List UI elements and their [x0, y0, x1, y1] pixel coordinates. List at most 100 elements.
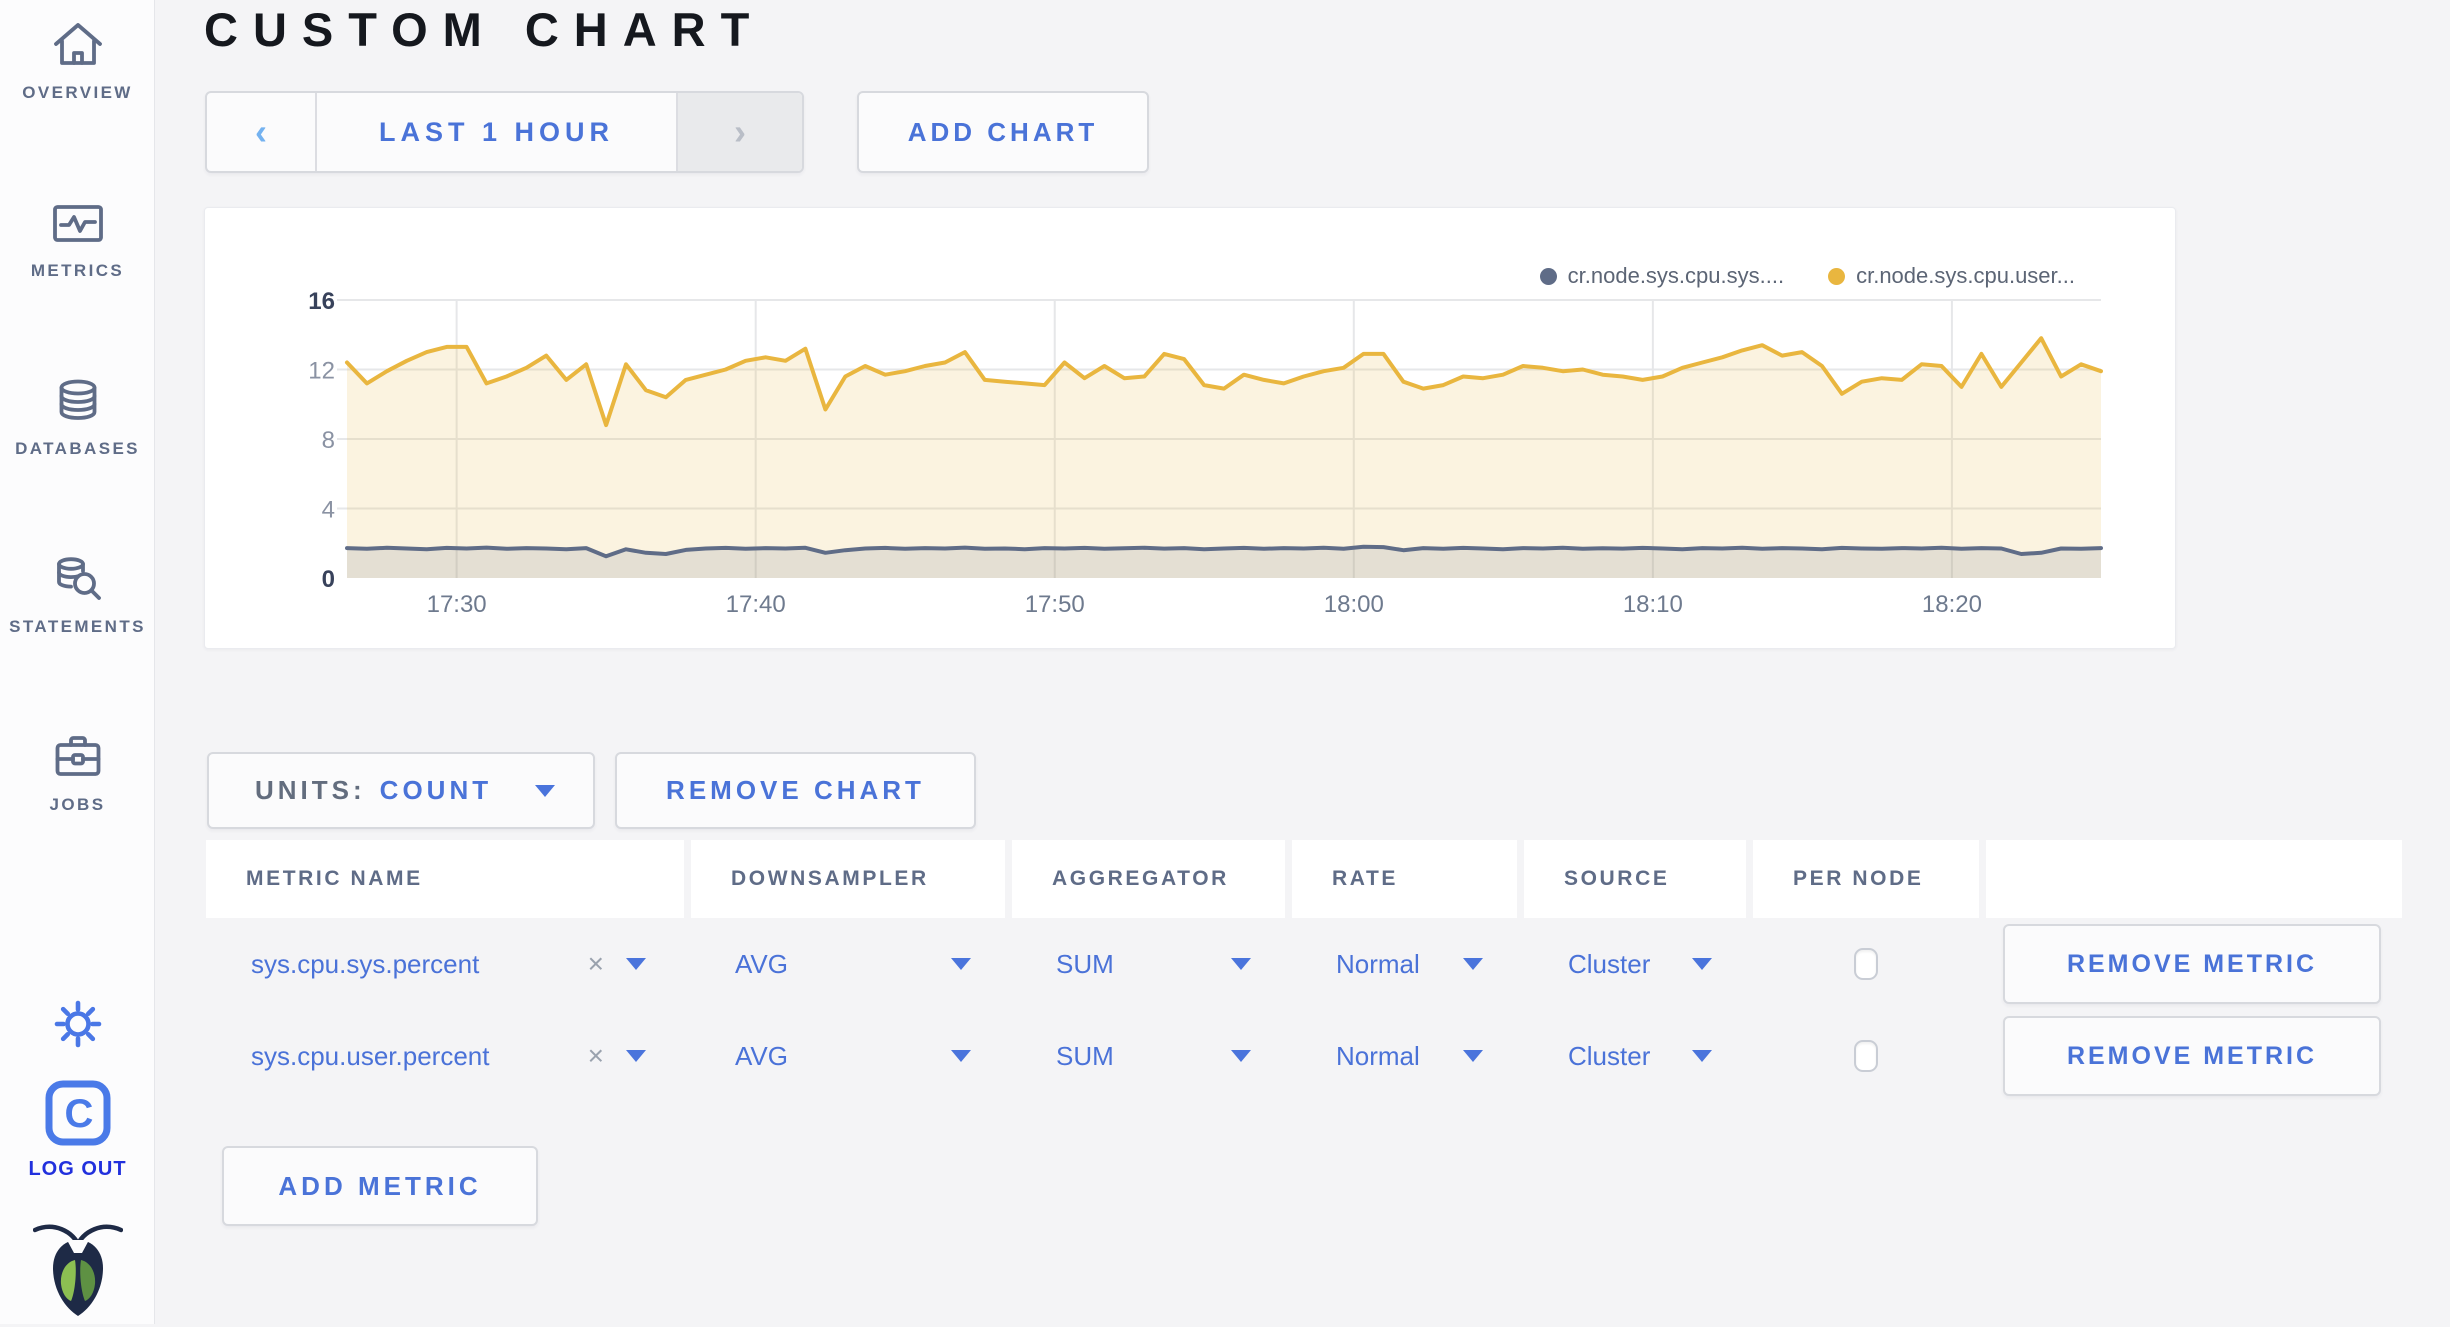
remove-metric-button[interactable]: REMOVE METRIC	[2003, 924, 2381, 1004]
table-header-source: SOURCE	[1524, 840, 1746, 918]
legend-item[interactable]: cr.node.sys.cpu.user...	[1828, 263, 2075, 289]
sidebar: OVERVIEW METRICS DATABASES STATEMENTS JOBS C…	[0, 0, 155, 1324]
downsampler-caret-icon	[951, 1050, 971, 1062]
page-title: CUSTOM CHART	[204, 3, 765, 56]
time-range-prev-button[interactable]: ‹	[207, 93, 317, 171]
aggregator-caret-icon	[1231, 1050, 1251, 1062]
time-range-selector: ‹ LAST 1 HOUR ›	[205, 91, 804, 173]
aggregator-value: SUM	[1056, 948, 1114, 979]
table-header-rate: RATE	[1292, 840, 1517, 918]
rate-caret-icon	[1463, 1050, 1483, 1062]
legend-item[interactable]: cr.node.sys.cpu.sys....	[1539, 263, 1784, 289]
time-range-label[interactable]: LAST 1 HOUR	[378, 116, 614, 147]
clear-metric-button[interactable]: ×	[587, 948, 604, 979]
downsampler-value: AVG	[735, 948, 788, 979]
svg-text:16: 16	[308, 288, 335, 315]
table-header-actions	[1986, 840, 2402, 918]
sidebar-item-label: JOBS	[49, 795, 106, 814]
sidebar-item-label: METRICS	[30, 261, 125, 280]
cockroach-bug-logo	[0, 1220, 155, 1327]
downsampler-dropdown[interactable]: AVG	[691, 1010, 1005, 1102]
chart-legend: cr.node.sys.cpu.sys.... cr.node.sys.cpu.u…	[1539, 263, 2075, 289]
per-node-cell	[1753, 1010, 1979, 1102]
metric-name-cell: sys.cpu.sys.percent ×	[206, 918, 684, 1010]
svg-text:8: 8	[322, 427, 335, 454]
jobs-icon	[55, 736, 100, 776]
svg-text:12: 12	[308, 358, 335, 385]
svg-text:0: 0	[322, 566, 335, 593]
sidebar-item-databases[interactable]: DATABASES	[0, 372, 155, 459]
logout-label: LOG OUT	[28, 1158, 127, 1180]
source-caret-icon	[1692, 958, 1712, 970]
sidebar-item-statements[interactable]: STATEMENTS	[0, 550, 155, 637]
source-dropdown[interactable]: Cluster	[1524, 918, 1746, 1010]
sidebar-item-label: STATEMENTS	[9, 617, 146, 636]
rate-dropdown[interactable]: Normal	[1292, 918, 1517, 1010]
settings-gear-button[interactable]	[0, 1000, 155, 1053]
units-dropdown[interactable]: UNITS: COUNT	[207, 752, 595, 829]
units-caret-icon	[535, 784, 555, 797]
metrics-table: METRIC NAME DOWNSAMPLER AGGREGATOR RATE SOUR…	[206, 840, 2402, 1102]
svg-text:17:50: 17:50	[1025, 591, 1085, 618]
gear-icon	[54, 1000, 101, 1048]
table-header-downsampler: DOWNSAMPLER	[691, 840, 1005, 918]
clear-metric-button[interactable]: ×	[587, 1040, 604, 1071]
metrics-icon	[52, 205, 103, 242]
cockroach-bug-icon	[32, 1224, 123, 1316]
metric-name-caret-icon[interactable]	[626, 1050, 646, 1062]
aggregator-value: SUM	[1056, 1040, 1114, 1071]
source-dropdown[interactable]: Cluster	[1524, 1010, 1746, 1102]
downsampler-dropdown[interactable]: AVG	[691, 918, 1005, 1010]
legend-dot-icon	[1828, 267, 1846, 285]
aggregator-dropdown[interactable]: SUM	[1012, 1010, 1285, 1102]
metric-name-select[interactable]: sys.cpu.user.percent	[251, 1040, 490, 1071]
svg-text:18:00: 18:00	[1324, 591, 1384, 618]
aggregator-dropdown[interactable]: SUM	[1012, 918, 1285, 1010]
sidebar-item-metrics[interactable]: METRICS	[0, 194, 155, 281]
sidebar-item-label: OVERVIEW	[22, 83, 133, 102]
sidebar-item-jobs[interactable]: JOBS	[0, 728, 155, 815]
statements-icon	[56, 557, 101, 600]
time-range-next-button[interactable]: ›	[676, 93, 802, 171]
rate-caret-icon	[1463, 958, 1483, 970]
per-node-cell	[1753, 918, 1979, 1010]
per-node-checkbox[interactable]	[1854, 948, 1878, 980]
table-header-metric-name: METRIC NAME	[206, 840, 684, 918]
svg-text:17:30: 17:30	[427, 591, 487, 618]
source-value: Cluster	[1568, 1040, 1651, 1071]
aggregator-caret-icon	[1231, 958, 1251, 970]
chart-card: cr.node.sys.cpu.sys.... cr.node.sys.cpu.u…	[204, 207, 2176, 649]
source-caret-icon	[1692, 1050, 1712, 1062]
svg-text:4: 4	[322, 497, 335, 524]
rate-value: Normal	[1336, 1040, 1420, 1071]
svg-text:18:20: 18:20	[1922, 591, 1982, 618]
metric-name-caret-icon[interactable]	[626, 958, 646, 970]
actions-cell: REMOVE METRIC	[1986, 1010, 2402, 1102]
home-icon	[53, 23, 102, 65]
downsampler-caret-icon	[951, 958, 971, 970]
per-node-checkbox[interactable]	[1854, 1040, 1878, 1072]
table-header-aggregator: AGGREGATOR	[1012, 840, 1285, 918]
logo-letter: C	[64, 1092, 93, 1136]
add-chart-button[interactable]: ADD CHART	[857, 91, 1149, 173]
line-chart: 0 4 8 12 16 17:30 17:40 17:50 18:00 18:10 18:20	[308, 288, 2103, 618]
add-metric-button[interactable]: ADD METRIC	[222, 1146, 538, 1226]
remove-chart-button[interactable]: REMOVE CHART	[615, 752, 976, 829]
databases-icon	[59, 379, 96, 420]
remove-metric-button[interactable]: REMOVE METRIC	[2003, 1016, 2381, 1096]
sidebar-item-label: DATABASES	[15, 439, 140, 458]
logout-button[interactable]: C LOG OUT	[0, 1080, 155, 1181]
svg-text:17:40: 17:40	[726, 591, 786, 618]
rate-dropdown[interactable]: Normal	[1292, 1010, 1517, 1102]
sidebar-item-overview[interactable]: OVERVIEW	[0, 16, 155, 103]
svg-text:18:10: 18:10	[1623, 591, 1683, 618]
units-label: UNITS:	[255, 775, 366, 805]
metric-name-cell: sys.cpu.user.percent ×	[206, 1010, 684, 1102]
legend-dot-icon	[1539, 267, 1557, 285]
legend-series-name: cr.node.sys.cpu.user...	[1856, 263, 2075, 288]
actions-cell: REMOVE METRIC	[1986, 918, 2402, 1010]
units-value: COUNT	[379, 775, 493, 805]
rate-value: Normal	[1336, 948, 1420, 979]
source-value: Cluster	[1568, 948, 1651, 979]
metric-name-select[interactable]: sys.cpu.sys.percent	[251, 948, 480, 979]
